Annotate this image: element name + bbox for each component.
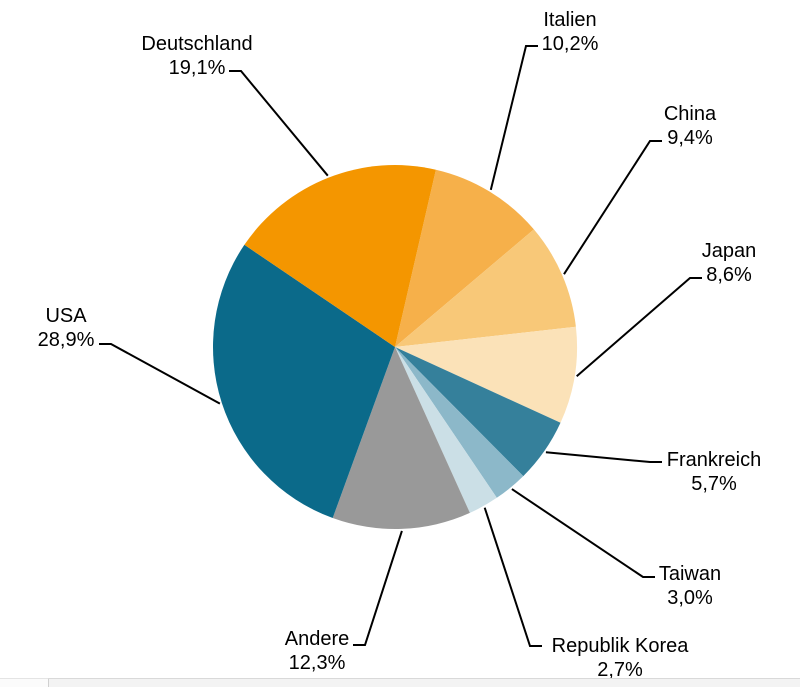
pie-slice-italien [395, 169, 534, 347]
horizontal-scrollbar[interactable] [0, 678, 800, 687]
leader-line-japan [576, 277, 702, 377]
slice-label-republik-korea: Republik Korea [552, 635, 690, 657]
pie-slice-china [395, 229, 576, 347]
slice-pct-china: 9,4% [667, 127, 713, 149]
leader-line-usa [99, 343, 221, 405]
leader-line-taiwan [511, 488, 655, 578]
slice-pct-italien: 10,2% [542, 33, 599, 55]
slice-pct-taiwan: 3,0% [667, 587, 713, 609]
scrollbar-thumb[interactable] [0, 678, 49, 687]
slice-pct-frankreich: 5,7% [691, 473, 737, 495]
leader-line-italien [489, 45, 538, 191]
pie-slice-taiwan [395, 347, 524, 498]
pie-slice-republik-korea [395, 347, 497, 513]
slice-label-japan: Japan [702, 240, 757, 262]
pie-slice-usa [212, 244, 395, 519]
slice-label-frankreich: Frankreich [667, 449, 761, 471]
slice-pct-republik-korea: 2,7% [597, 659, 643, 681]
slice-pct-japan: 8,6% [706, 264, 752, 286]
slice-label-andere: Andere [285, 628, 350, 650]
slice-label-taiwan: Taiwan [659, 563, 721, 585]
slice-pct-deutschland: 19,1% [169, 57, 226, 79]
pie-slice-japan [395, 326, 578, 423]
slice-label-italien: Italien [543, 9, 596, 31]
leader-line-andere [353, 530, 403, 646]
slice-pct-andere: 12,3% [289, 652, 346, 674]
leader-line-frankreich [545, 451, 662, 463]
slice-label-usa: USA [45, 305, 87, 327]
pie-slice-frankreich [395, 347, 561, 477]
leader-line-republik-korea [483, 507, 542, 647]
pie-slice-deutschland [244, 165, 436, 347]
slice-label-deutschland: Deutschland [141, 33, 252, 55]
leader-line-deutschland [229, 70, 329, 177]
pie-slice-andere [332, 347, 470, 530]
slice-label-china: China [664, 103, 717, 125]
slice-pct-usa: 28,9% [38, 329, 95, 351]
leader-line-china [563, 140, 662, 275]
